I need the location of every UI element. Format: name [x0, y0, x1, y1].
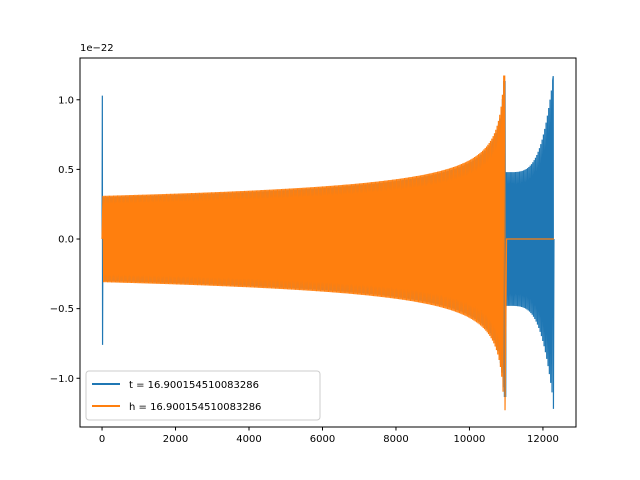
x-tick-label: 8000	[383, 434, 408, 445]
y-axis: −1.0 −0.5 0.0 0.5 1.0	[50, 95, 80, 385]
y-tick-label: 1.0	[58, 95, 74, 106]
series-layer	[101, 75, 555, 411]
y-tick-label: 0.0	[58, 235, 74, 246]
x-tick-label: 10000	[454, 434, 486, 445]
legend-label-t: t = 16.900154510083286	[129, 380, 259, 391]
x-tick-label: 0	[99, 434, 105, 445]
x-tick-label: 2000	[163, 434, 188, 445]
x-tick-label: 4000	[236, 434, 261, 445]
y-tick-label: −0.5	[50, 304, 74, 315]
legend-box	[85, 370, 321, 421]
legend: t = 16.900154510083286 h = 16.9001545100…	[85, 370, 321, 421]
x-tick-label: 12000	[527, 434, 559, 445]
plot-frame	[79, 57, 577, 428]
x-tick-label: 6000	[310, 434, 335, 445]
y-tick-label: −1.0	[50, 374, 74, 385]
series-line-h	[101, 75, 554, 411]
x-axis: 0 2000 4000 6000 8000 10000 12000	[99, 427, 559, 445]
y-tick-label: 0.5	[58, 165, 74, 176]
legend-label-h: h = 16.900154510083286	[129, 402, 261, 413]
y-offset-label: 1e−22	[80, 43, 114, 54]
